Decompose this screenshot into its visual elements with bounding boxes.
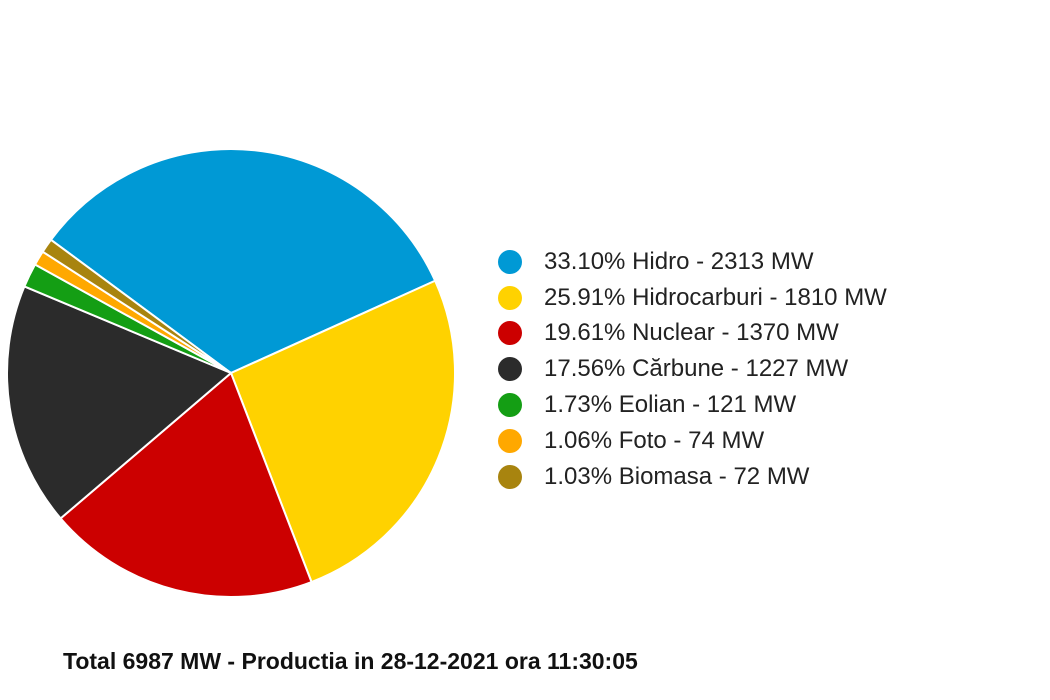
legend-item-hidro: 33.10% Hidro - 2313 MW xyxy=(498,244,887,280)
legend-value: 72 xyxy=(733,462,761,490)
legend-label: Nuclear xyxy=(632,319,715,347)
legend-item-biomasa: 1.03% Biomasa - 72 MW xyxy=(498,459,887,495)
legend-value: 1227 xyxy=(745,355,799,383)
legend-value: 1370 xyxy=(736,319,790,347)
legend-label: Cărbune xyxy=(632,355,725,383)
legend-unit: MW xyxy=(753,391,797,419)
legend-value: 2313 xyxy=(710,247,765,275)
legend-swatch-icon xyxy=(498,464,522,489)
legend-percent: 17.56% xyxy=(544,355,626,383)
legend-label: Eolian xyxy=(618,391,686,419)
legend-item-carbune: 17.56% Cărbune - 1227 MW xyxy=(498,351,887,387)
legend-label: Foto xyxy=(618,426,667,454)
legend-percent: 1.03% xyxy=(544,462,613,490)
legend-swatch-icon xyxy=(498,285,522,310)
legend-unit: MW xyxy=(796,319,839,347)
legend-unit: MW xyxy=(770,247,814,275)
legend-unit: MW xyxy=(844,283,887,311)
legend-value: 121 xyxy=(706,391,747,419)
legend-label: Hidrocarburi xyxy=(632,283,763,311)
legend-swatch-icon xyxy=(498,393,522,418)
legend-percent: 33.10% xyxy=(544,247,626,275)
legend-percent: 1.06% xyxy=(544,426,613,454)
legend-swatch-icon xyxy=(498,428,522,453)
legend-item-hidrocarburi: 25.91% Hidrocarburi - 1810 MW xyxy=(498,280,887,316)
legend-unit: MW xyxy=(766,462,810,490)
legend-value: 1810 xyxy=(784,283,838,311)
legend-label: Hidro xyxy=(632,247,690,275)
legend-swatch-icon xyxy=(498,321,522,346)
chart-legend: 33.10% Hidro - 2313 MW 25.91% Hidrocarbur… xyxy=(498,244,887,495)
legend-label: Biomasa xyxy=(618,462,713,490)
pie-slices xyxy=(6,147,456,598)
legend-item-eolian: 1.73% Eolian - 121 MW xyxy=(498,387,887,423)
legend-percent: 1.73% xyxy=(544,391,613,419)
legend-item-nuclear: 19.61% Nuclear - 1370 MW xyxy=(498,316,887,352)
pie-slice-hidro xyxy=(49,147,437,374)
legend-unit: MW xyxy=(721,426,765,454)
pie-slice-biomasa xyxy=(41,238,232,374)
legend-percent: 19.61% xyxy=(544,319,626,347)
legend-value: 74 xyxy=(688,426,715,454)
legend-item-foto: 1.06% Foto - 74 MW xyxy=(498,423,887,459)
pie-slice-hidrocarburi xyxy=(230,279,456,584)
legend-unit: MW xyxy=(805,355,849,383)
legend-swatch-icon xyxy=(498,249,522,274)
legend-percent: 25.91% xyxy=(544,283,626,311)
chart-caption: Total 6987 MW - Productia in 28-12-2021 … xyxy=(63,648,638,674)
pie-slice-nuclear xyxy=(59,372,313,598)
pie-slice-carbune xyxy=(6,285,232,520)
legend-swatch-icon xyxy=(498,357,522,382)
